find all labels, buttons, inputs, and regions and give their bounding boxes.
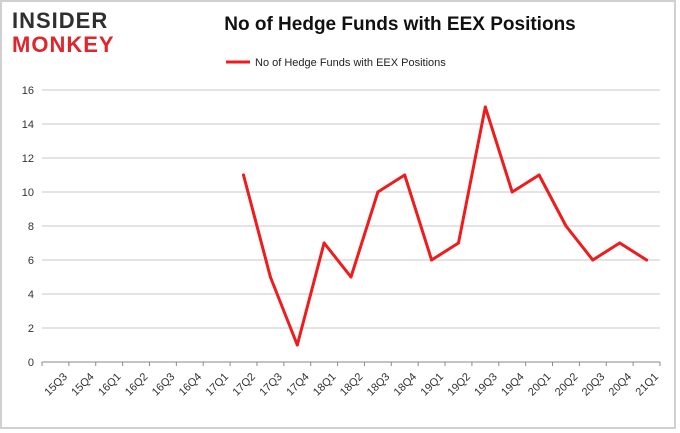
- x-tick-label: 17Q2: [230, 371, 258, 399]
- x-tick-label: 20Q3: [580, 371, 608, 399]
- data-point-17Q3: [268, 275, 272, 279]
- x-tick-label: 17Q1: [204, 371, 232, 399]
- x-tick-label: 16Q3: [150, 371, 178, 399]
- x-tick-label: 21Q1: [634, 371, 662, 399]
- data-point-19Q4: [510, 190, 514, 194]
- data-point-19Q1: [430, 258, 434, 262]
- x-tick-label: 19Q4: [499, 371, 527, 399]
- logo-line-2: MONKEY: [12, 32, 115, 57]
- data-point-20Q4: [618, 241, 622, 245]
- y-tick-label: 12: [22, 153, 34, 165]
- y-axis-ticks: 0 2 4 6 8 10 12 14 16: [22, 85, 34, 369]
- x-tick-label: 18Q2: [338, 371, 366, 399]
- x-tick-label: 17Q3: [257, 371, 285, 399]
- y-tick-label: 4: [28, 289, 34, 301]
- data-point-19Q2: [456, 241, 460, 245]
- x-tick-label: 19Q2: [445, 371, 473, 399]
- x-tick-label: 16Q1: [96, 371, 124, 399]
- x-tick-label: 15Q3: [42, 371, 70, 399]
- insider-monkey-logo: INSIDER MONKEY: [12, 10, 130, 56]
- legend: No of Hedge Funds with EEX Positions: [226, 57, 446, 69]
- x-tick-label: 16Q4: [177, 371, 205, 399]
- data-point-18Q4: [403, 173, 407, 177]
- x-tick-label: 18Q3: [365, 371, 393, 399]
- x-tick-label: 19Q1: [419, 371, 447, 399]
- data-point-17Q2: [242, 173, 246, 177]
- legend-label: No of Hedge Funds with EEX Positions: [255, 57, 446, 69]
- x-tick-label: 16Q2: [123, 371, 151, 399]
- series-layer: [242, 105, 649, 347]
- x-tick-label: 20Q4: [607, 371, 635, 399]
- data-point-18Q2: [349, 275, 353, 279]
- data-point-19Q3: [483, 105, 487, 109]
- y-tick-label: 14: [22, 119, 34, 131]
- y-tick-label: 0: [28, 357, 34, 369]
- x-tick-label: 18Q4: [392, 371, 420, 399]
- data-point-20Q3: [591, 258, 595, 262]
- data-point-18Q3: [376, 190, 380, 194]
- x-tick-label: 20Q2: [553, 371, 581, 399]
- data-point-17Q4: [295, 343, 299, 347]
- x-axis-ticks: 15Q3 15Q4 16Q1 16Q2 16Q3 16Q4 17Q1 17Q2 17Q3 17Q4…: [41, 362, 662, 399]
- data-point-20Q2: [564, 224, 568, 228]
- data-point-21Q1: [645, 258, 649, 262]
- y-tick-label: 6: [28, 255, 34, 267]
- data-point-18Q1: [322, 241, 326, 245]
- y-tick-label: 10: [22, 187, 34, 199]
- data-point-20Q1: [537, 173, 541, 177]
- y-tick-label: 16: [22, 85, 34, 97]
- gridlines: [42, 89, 660, 363]
- series-line: [242, 105, 649, 347]
- x-tick-label: 15Q4: [69, 371, 97, 399]
- x-tick-label: 17Q4: [284, 371, 312, 399]
- chart-title: No of Hedge Funds with EEX Positions: [224, 14, 576, 35]
- y-tick-label: 8: [28, 221, 34, 233]
- logo-line-1: INSIDER: [12, 8, 109, 33]
- x-tick-label: 20Q1: [526, 371, 554, 399]
- y-tick-label: 2: [28, 323, 34, 335]
- x-tick-label: 18Q1: [311, 371, 339, 399]
- x-tick-label: 19Q3: [472, 371, 500, 399]
